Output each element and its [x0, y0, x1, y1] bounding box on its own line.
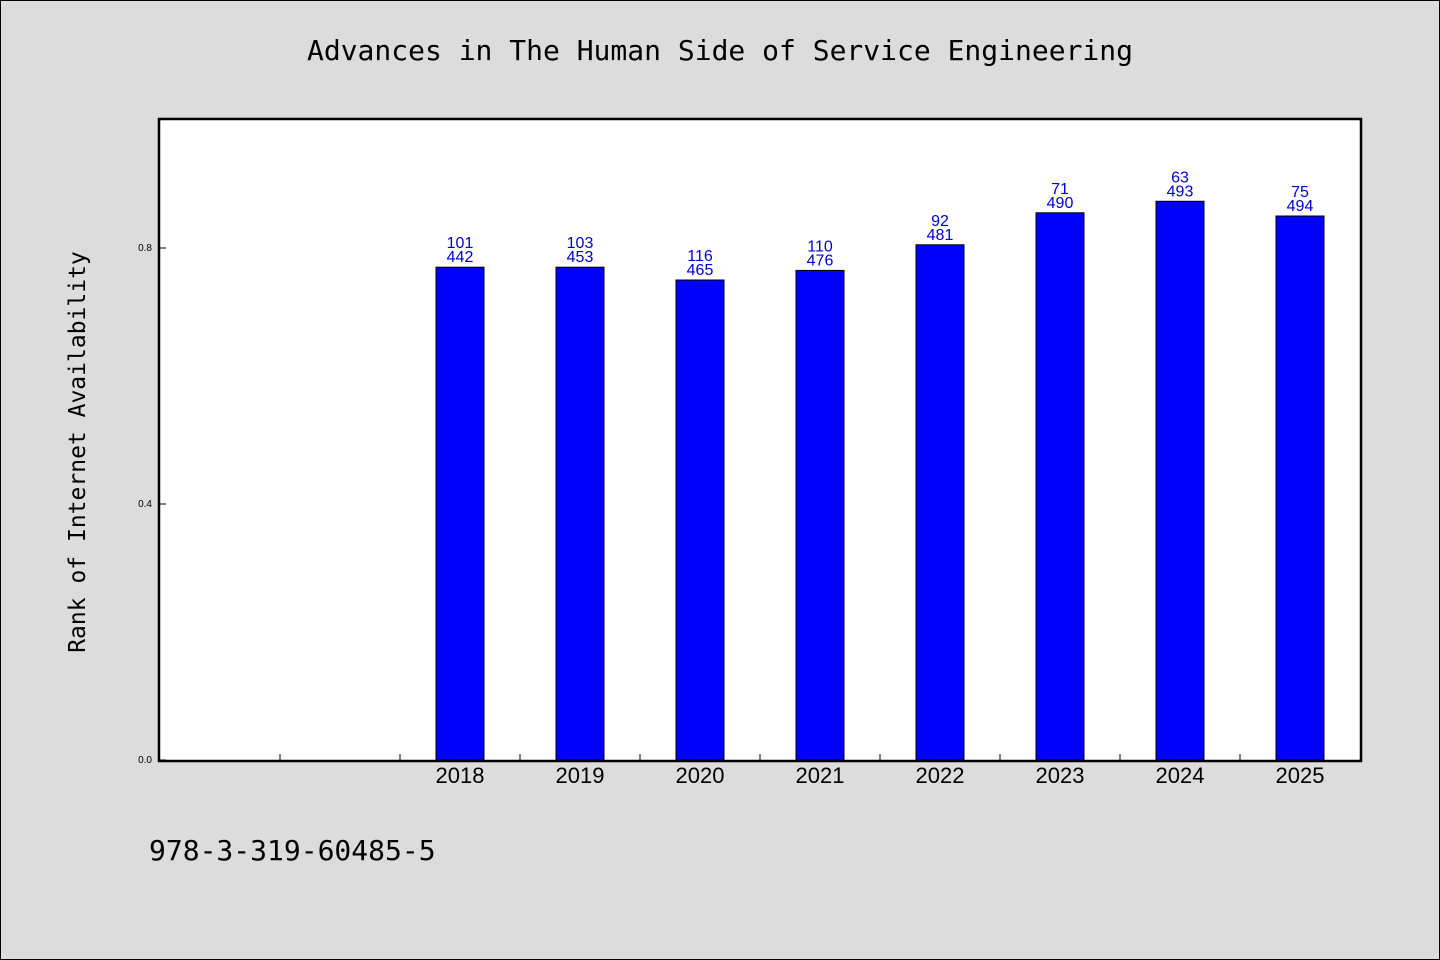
bar: [675, 279, 725, 761]
data-label-top: 101: [447, 235, 474, 252]
bar: [1275, 215, 1325, 761]
data-label-top: 63: [1171, 169, 1189, 186]
bar: [555, 266, 605, 761]
data-label-bottom: 490: [1047, 195, 1074, 212]
x-tick-label: 2018: [436, 763, 485, 788]
data-label-top: 71: [1051, 181, 1069, 198]
bar: [1155, 200, 1205, 761]
data-label-bottom: 465: [687, 262, 714, 279]
data-label-top: 103: [567, 235, 594, 252]
data-label-bottom: 481: [927, 227, 954, 244]
data-label-top: 92: [931, 213, 949, 230]
y-tick-label: 0.4: [138, 499, 152, 510]
x-tick-label: 2021: [796, 763, 845, 788]
data-label-bottom: 493: [1167, 183, 1194, 200]
x-tick-label: 2023: [1036, 763, 1085, 788]
data-label-bottom: 442: [447, 249, 474, 266]
plot-border: [157, 117, 1363, 763]
x-tick-label: 2019: [556, 763, 605, 788]
bar: [435, 266, 485, 761]
data-label-bottom: 476: [807, 252, 834, 269]
x-tick-label: 2025: [1276, 763, 1325, 788]
chart-title: Advances in The Human Side of Service En…: [306, 34, 1133, 67]
x-tick-label: 2022: [916, 763, 965, 788]
data-label-bottom: 494: [1287, 198, 1314, 215]
data-label-bottom: 453: [567, 249, 594, 266]
y-tick-label: 0.8: [138, 243, 152, 254]
y-tick-label: 0.0: [138, 755, 152, 766]
bar: [795, 269, 845, 761]
data-label-top: 75: [1291, 184, 1309, 201]
x-tick-label: 2020: [676, 763, 725, 788]
isbn-label: 978-3-319-60485-5: [149, 834, 436, 867]
bar: [1035, 212, 1085, 761]
bar: [915, 244, 965, 761]
data-label-top: 110: [807, 238, 833, 255]
data-label-top: 116: [687, 248, 713, 265]
x-tick-label: 2024: [1156, 763, 1205, 788]
